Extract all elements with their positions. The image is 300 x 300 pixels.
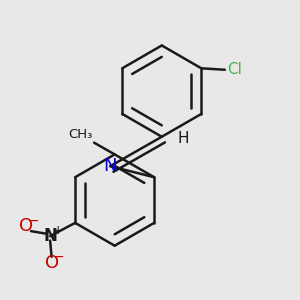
Text: CH₃: CH₃ — [68, 128, 93, 141]
Text: O: O — [44, 254, 58, 272]
Text: −: − — [28, 214, 39, 227]
Text: H: H — [178, 131, 190, 146]
Text: N: N — [43, 227, 57, 245]
Text: N: N — [103, 157, 117, 175]
Text: +: + — [52, 224, 63, 237]
Text: O: O — [20, 218, 34, 236]
Text: Cl: Cl — [227, 62, 242, 77]
Text: −: − — [52, 250, 64, 264]
